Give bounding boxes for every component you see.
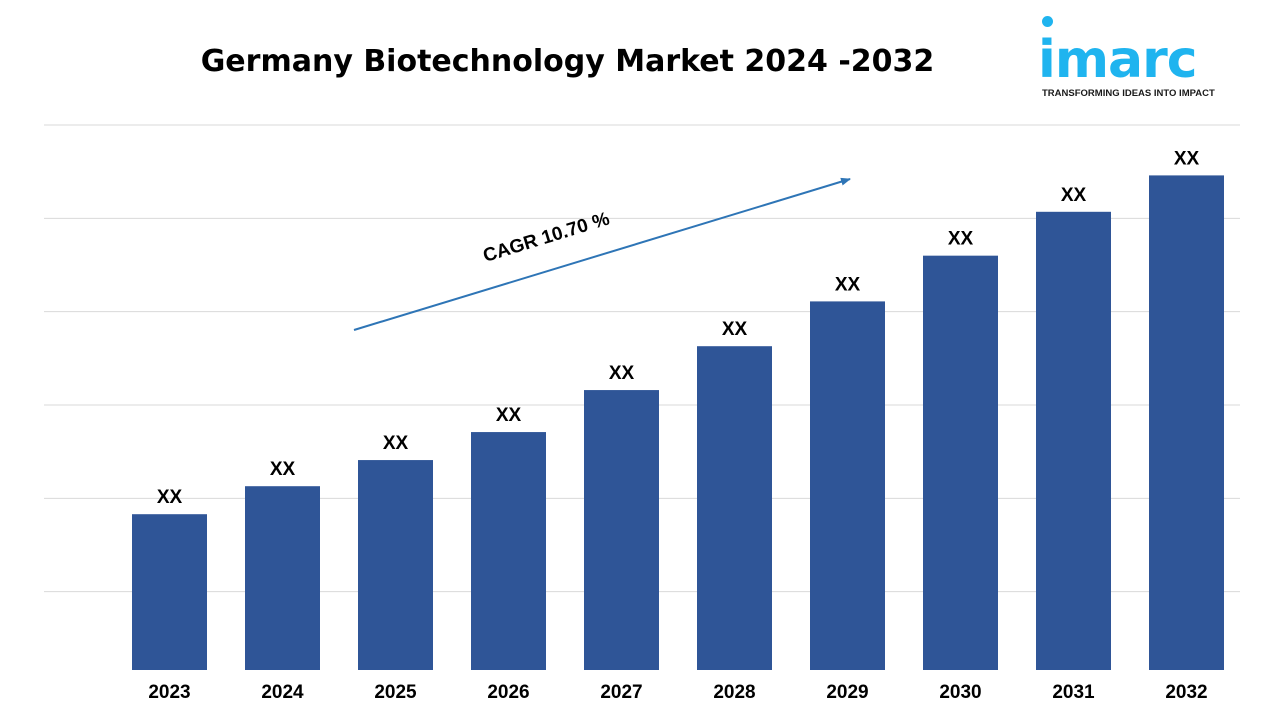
data-label-2027: XX <box>609 363 635 384</box>
x-tick-label-2025: 2025 <box>374 682 417 703</box>
bar-2029 <box>810 301 885 670</box>
bars <box>132 175 1224 671</box>
x-tick-label-2032: 2032 <box>1165 682 1207 703</box>
bar-2023 <box>132 514 207 670</box>
bar-2028 <box>697 346 772 670</box>
chart-title: Germany Biotechnology Market 2024 -2032 <box>200 44 935 79</box>
data-label-2032: XX <box>1174 148 1200 169</box>
bar-2026 <box>471 432 546 670</box>
x-tick-label-2030: 2030 <box>939 682 981 703</box>
bar-2025 <box>358 460 433 670</box>
bar-2030 <box>923 255 998 670</box>
data-label-2031: XX <box>1061 185 1087 206</box>
logo-tagline: TRANSFORMING IDEAS INTO IMPACT <box>1042 88 1215 99</box>
data-label-2024: XX <box>270 459 296 480</box>
x-tick-label-2029: 2029 <box>826 682 868 703</box>
bar-2032 <box>1149 175 1224 670</box>
x-axis-tick-labels: 2023 2024 2025 2026 2027 2028 2029 2030 2031 2032 <box>148 682 1207 703</box>
logo-wordmark: imarc <box>1038 30 1198 90</box>
bar-2027 <box>584 390 659 670</box>
data-label-2025: XX <box>383 433 409 454</box>
x-tick-label-2031: 2031 <box>1052 682 1095 703</box>
data-label-2026: XX <box>496 405 522 426</box>
x-tick-label-2024: 2024 <box>261 682 304 703</box>
data-label-2029: XX <box>835 274 861 295</box>
logo-dot <box>1042 16 1053 27</box>
data-label-2028: XX <box>722 319 748 340</box>
x-tick-label-2026: 2026 <box>487 682 529 703</box>
x-tick-label-2023: 2023 <box>148 682 190 703</box>
x-tick-label-2028: 2028 <box>713 682 755 703</box>
bar-2024 <box>245 486 320 670</box>
data-label-2023: XX <box>157 487 183 508</box>
data-labels: XX XX XX XX XX XX XX XX XX XX <box>157 148 1200 508</box>
cagr-annotation: CAGR 10.70 % <box>353 177 851 331</box>
bar-2031 <box>1036 211 1111 671</box>
x-tick-label-2027: 2027 <box>600 682 642 703</box>
imarc-logo: imarc TRANSFORMING IDEAS INTO IMPACT <box>1030 14 1240 104</box>
cagr-arrow <box>353 177 851 331</box>
data-label-2030: XX <box>948 229 974 250</box>
